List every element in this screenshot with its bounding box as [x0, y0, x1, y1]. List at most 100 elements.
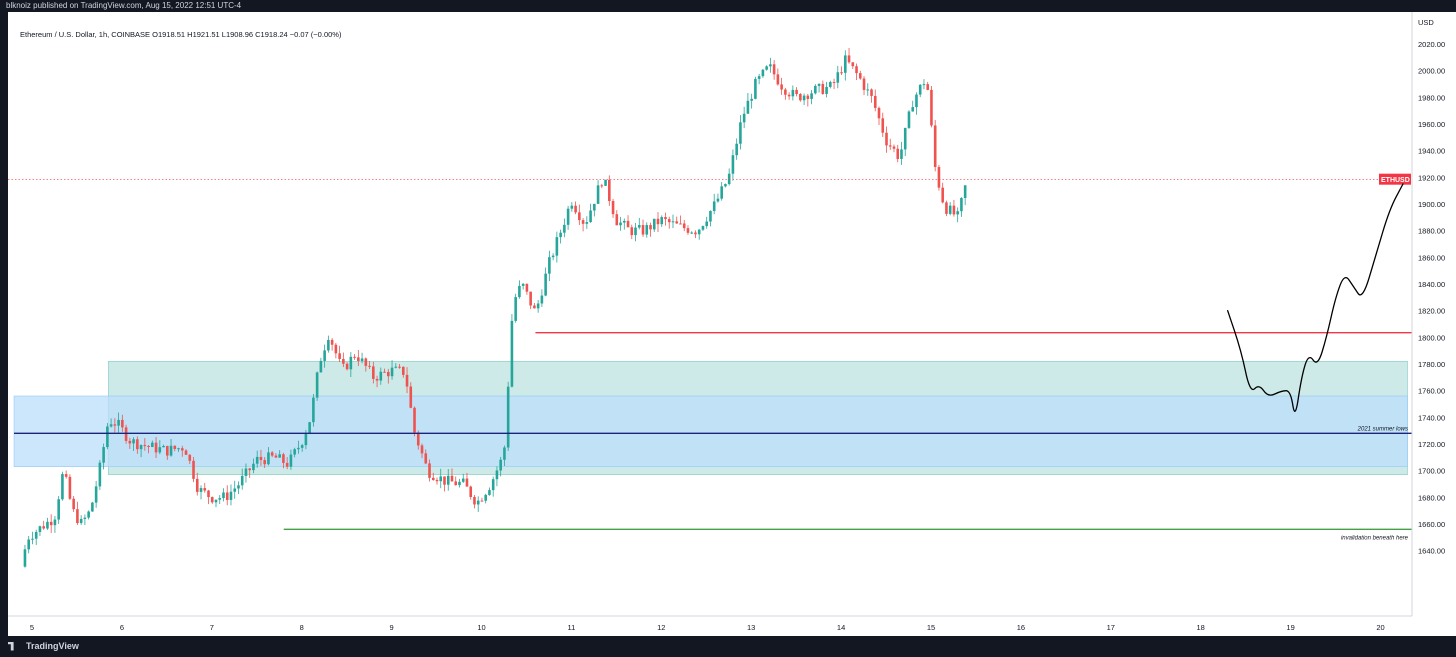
candle-body	[42, 526, 45, 529]
price-tick-label: 1760.00	[1418, 387, 1445, 396]
candle-body	[338, 353, 341, 359]
candle-body	[506, 386, 510, 448]
candle-body	[682, 223, 686, 229]
candle-body	[799, 94, 802, 101]
time-tick-label: 6	[120, 623, 124, 632]
candle-body	[488, 490, 491, 495]
candle-body	[679, 223, 682, 225]
price-tick-label: 1980.00	[1418, 93, 1445, 102]
candle-body	[383, 371, 386, 373]
candle-body	[297, 447, 300, 450]
candle-body	[387, 371, 390, 377]
candle-body	[27, 539, 31, 550]
candle-body	[401, 366, 405, 375]
candle-body	[772, 64, 776, 75]
candle-body	[503, 447, 506, 460]
time-tick-label: 19	[1286, 623, 1294, 632]
candle-body	[877, 107, 881, 119]
candle-body	[787, 94, 791, 97]
candle-body	[424, 453, 428, 464]
candle-body	[435, 480, 439, 482]
candle-body	[293, 449, 296, 455]
candle-body	[945, 202, 948, 214]
candle-body	[349, 356, 353, 370]
candle-body	[368, 365, 371, 367]
candle-body	[563, 224, 566, 233]
candle-body	[184, 450, 188, 455]
candle-body	[345, 363, 349, 370]
price-chart-svg[interactable]: ETHUSD1918.2408:341803.451728.002021 sum…	[8, 12, 1456, 636]
candle-body	[821, 83, 825, 94]
candle-body	[806, 95, 810, 99]
chart-area[interactable]: ETHUSD1918.2408:341803.451728.002021 sum…	[8, 12, 1456, 636]
candle-body	[589, 210, 592, 223]
candle-body	[446, 475, 450, 485]
candle-body	[630, 227, 634, 236]
candle-body	[458, 481, 461, 486]
candle-body	[585, 222, 589, 224]
candle-body	[896, 148, 900, 159]
candle-body	[873, 95, 877, 108]
tradingview-logo[interactable]: TradingView	[8, 641, 79, 651]
candle-body	[622, 220, 626, 223]
candle-body	[814, 85, 817, 94]
candle-body	[720, 186, 723, 199]
time-tick-label: 11	[568, 623, 576, 632]
candle-body	[694, 232, 697, 235]
candle-body	[915, 94, 918, 108]
price-tick-label: 1940.00	[1418, 147, 1445, 156]
projection-path	[1227, 183, 1404, 412]
candle-body	[645, 225, 649, 235]
candle-body	[948, 205, 952, 214]
candle-body	[218, 498, 222, 500]
candle-body	[413, 407, 416, 433]
candle-body	[390, 367, 394, 377]
price-tick-label: 1880.00	[1418, 227, 1445, 236]
tradingview-logo-icon	[8, 641, 14, 651]
candle-body	[960, 198, 963, 212]
candle-body	[473, 497, 476, 505]
candle-body	[79, 518, 83, 524]
publisher-text: blknoiz published on TradingView.com, Au…	[6, 1, 242, 10]
candle-body	[357, 357, 360, 362]
candle-body	[641, 225, 645, 235]
candle-body	[398, 366, 401, 368]
candle-body	[829, 82, 832, 87]
candle-body	[342, 358, 345, 364]
price-tick-label: 1960.00	[1418, 120, 1445, 129]
candle-body	[952, 205, 956, 215]
price-tick-label: 1740.00	[1418, 413, 1445, 422]
candle-body	[652, 218, 656, 230]
candle-body	[304, 433, 308, 446]
candle-body	[855, 66, 858, 74]
candle-body	[72, 498, 75, 510]
candle-body	[409, 386, 413, 408]
candle-body	[847, 55, 851, 63]
candle-body	[817, 83, 821, 86]
invalidation-green-note: invalidation beneath here	[1341, 535, 1409, 541]
candle-body	[911, 107, 915, 112]
candle-body	[469, 486, 473, 498]
candle-body	[675, 221, 679, 224]
candle-body	[319, 360, 323, 373]
time-tick-label: 16	[1017, 623, 1025, 632]
candle-body	[521, 283, 525, 286]
price-tick-label: 1820.00	[1418, 307, 1445, 316]
candle-body	[240, 475, 244, 486]
candle-body	[596, 185, 600, 204]
candle-body	[593, 203, 596, 211]
candle-body	[98, 462, 102, 487]
candle-body	[626, 220, 630, 228]
candle-body	[525, 283, 529, 292]
candle-body	[536, 303, 540, 309]
candle-body	[428, 463, 431, 478]
candle-body	[132, 439, 135, 444]
candle-body	[742, 113, 746, 123]
candle-body	[518, 285, 521, 298]
candle-body	[746, 100, 750, 114]
candle-body	[619, 222, 622, 226]
price-axis-currency: USD	[1418, 18, 1434, 27]
candle-body	[866, 89, 870, 91]
price-tick-label: 1860.00	[1418, 253, 1445, 262]
candle-body	[450, 475, 454, 482]
